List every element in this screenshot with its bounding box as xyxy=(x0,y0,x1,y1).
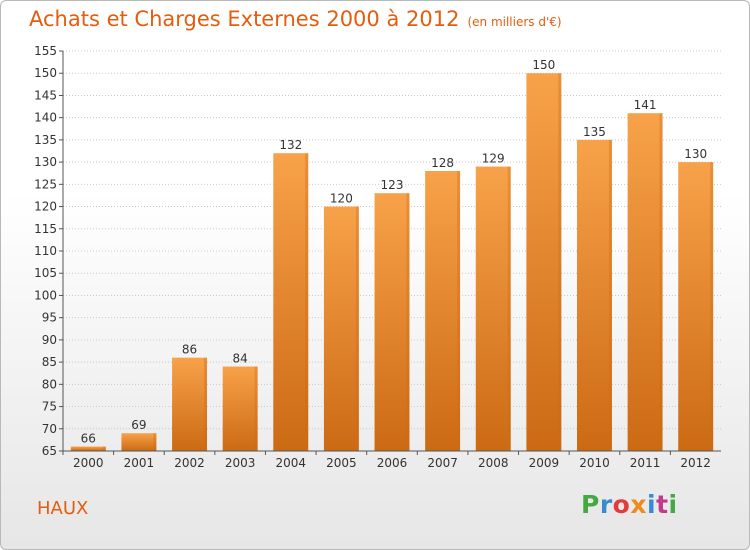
y-tick-label: 145 xyxy=(34,88,57,102)
data-label: 150 xyxy=(532,58,555,72)
bar-shade xyxy=(153,433,157,451)
logo-letter: i xyxy=(668,490,678,519)
x-tick-label: 2011 xyxy=(630,456,661,470)
y-tick-label: 140 xyxy=(34,111,57,125)
bar-shade xyxy=(558,73,562,451)
bar-2008 xyxy=(475,166,511,452)
x-tick-label: 2009 xyxy=(529,456,560,470)
bar-2007 xyxy=(425,171,461,451)
data-label: 130 xyxy=(684,147,707,161)
logo-letter: o xyxy=(612,490,631,519)
y-tick-label: 150 xyxy=(34,66,57,80)
data-label: 141 xyxy=(634,98,657,112)
y-tick-label: 85 xyxy=(42,355,57,369)
bar-shade xyxy=(254,366,258,451)
bar-2009 xyxy=(526,73,562,451)
y-tick-label: 80 xyxy=(42,377,57,391)
x-tick-label: 2012 xyxy=(680,456,711,470)
y-tick-label: 95 xyxy=(42,311,57,325)
x-tick-label: 2001 xyxy=(124,456,155,470)
bar-2005 xyxy=(323,206,359,451)
x-tick-label: 2003 xyxy=(225,456,256,470)
logo-letter: P xyxy=(581,490,600,519)
x-tick-label: 2006 xyxy=(377,456,408,470)
proxiti-logo: Proxiti xyxy=(581,490,678,519)
logo-letter: r xyxy=(599,490,613,519)
data-label: 120 xyxy=(330,192,353,206)
y-tick-label: 90 xyxy=(42,333,57,347)
bar-2000 xyxy=(70,446,106,451)
data-label: 123 xyxy=(381,178,404,192)
data-label: 132 xyxy=(279,138,302,152)
data-label: 128 xyxy=(431,156,454,170)
y-tick-label: 135 xyxy=(34,133,57,147)
bar-shade xyxy=(659,113,663,451)
bar-shade xyxy=(204,357,208,451)
x-tick-label: 2004 xyxy=(275,456,306,470)
logo-letter: i xyxy=(647,490,657,519)
bars: 66 69 86 84 132 120 123 128 129 150 135 141 130 xyxy=(70,58,714,452)
bar-2001 xyxy=(121,433,157,451)
y-tick-label: 65 xyxy=(42,444,57,458)
data-label: 84 xyxy=(233,352,248,366)
commune-name: HAUX xyxy=(37,498,89,519)
y-tick-label: 75 xyxy=(42,400,57,414)
data-label: 135 xyxy=(583,125,606,139)
bar-2006 xyxy=(374,193,410,451)
bar-shade xyxy=(305,153,309,451)
x-tick-label: 2005 xyxy=(326,456,357,470)
bar-shade xyxy=(457,171,461,451)
x-tick-label: 2010 xyxy=(579,456,610,470)
y-tick-label: 120 xyxy=(34,200,57,214)
bar-2010 xyxy=(576,139,612,451)
logo-letter: x xyxy=(630,490,647,519)
title-text: Achats et Charges Externes 2000 à 2012 xyxy=(29,7,460,31)
y-tick-label: 155 xyxy=(34,44,57,58)
data-label: 66 xyxy=(81,432,96,446)
bar-shade xyxy=(507,166,511,452)
x-tick-label: 2000 xyxy=(73,456,104,470)
data-label: 86 xyxy=(182,343,197,357)
y-tick-label: 70 xyxy=(42,422,57,436)
x-tick-label: 2007 xyxy=(427,456,458,470)
x-tick-label: 2002 xyxy=(174,456,205,470)
bar-shade xyxy=(710,162,714,451)
y-tick-label: 130 xyxy=(34,155,57,169)
bar-shade xyxy=(102,446,106,451)
y-tick-label: 100 xyxy=(34,288,57,302)
bar-shade xyxy=(608,139,612,451)
data-label: 129 xyxy=(482,152,505,166)
y-tick-label: 105 xyxy=(34,266,57,280)
bar-2003 xyxy=(222,366,258,451)
y-tick-label: 115 xyxy=(34,222,57,236)
chart-title: Achats et Charges Externes 2000 à 2012 (e… xyxy=(29,7,562,31)
bar-shade xyxy=(355,206,359,451)
axes: 65 70 75 80 85 90 95 100 105 110 115 120 125 130 135 14… xyxy=(34,44,721,470)
chart-subtitle: (en milliers d'€) xyxy=(467,15,562,29)
bar-2004 xyxy=(273,153,309,451)
logo-letter: t xyxy=(656,490,669,519)
bar-2011 xyxy=(627,113,663,451)
bar-2002 xyxy=(172,357,208,451)
y-tick-label: 125 xyxy=(34,177,57,191)
data-label: 69 xyxy=(131,418,146,432)
bar-2012 xyxy=(678,162,714,451)
x-tick-label: 2008 xyxy=(478,456,509,470)
y-tick-label: 110 xyxy=(34,244,57,258)
bar-shade xyxy=(406,193,410,451)
